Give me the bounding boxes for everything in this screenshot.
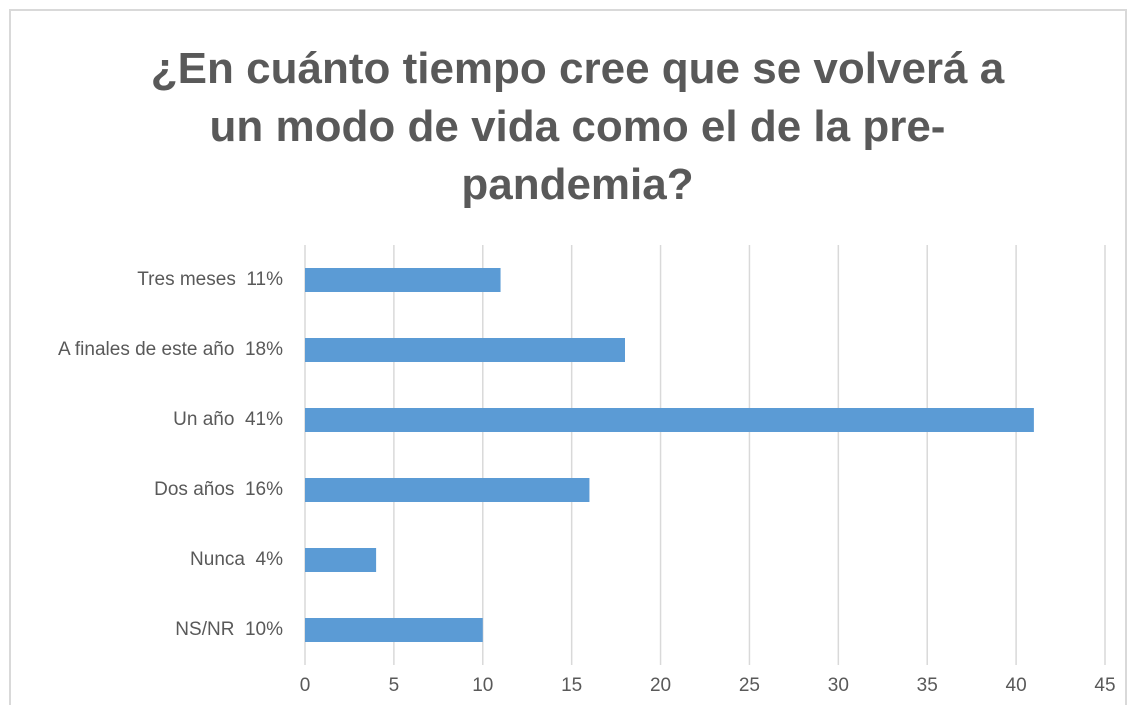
- y-tick-label: A finales de este año 18%: [58, 339, 283, 360]
- x-tick-label: 10: [472, 675, 493, 696]
- bar: [305, 548, 377, 572]
- y-tick-label: Un año 41%: [173, 409, 283, 430]
- bar: [305, 478, 590, 502]
- bar: [305, 408, 1034, 432]
- y-tick-label: Nunca 4%: [190, 549, 283, 570]
- x-tick-label: 5: [389, 675, 400, 696]
- x-tick-label: 20: [650, 675, 671, 696]
- chart-border: [9, 9, 1127, 705]
- chart-title: ¿En cuánto tiempo cree que se volverá a …: [150, 44, 1005, 209]
- x-tick-label: 0: [300, 675, 311, 696]
- x-tick-label: 30: [828, 675, 849, 696]
- bar: [305, 618, 483, 642]
- bar: [305, 268, 501, 292]
- x-tick-label: 15: [561, 675, 582, 696]
- x-tick-label: 25: [739, 675, 760, 696]
- x-tick-label: 40: [1006, 675, 1027, 696]
- x-tick-label: 35: [917, 675, 938, 696]
- y-tick-label: Dos años 16%: [154, 479, 283, 500]
- y-tick-label: NS/NR 10%: [175, 619, 283, 640]
- y-tick-label: Tres meses 11%: [137, 269, 283, 290]
- x-tick-label: 45: [1094, 675, 1115, 696]
- bar: [305, 338, 625, 362]
